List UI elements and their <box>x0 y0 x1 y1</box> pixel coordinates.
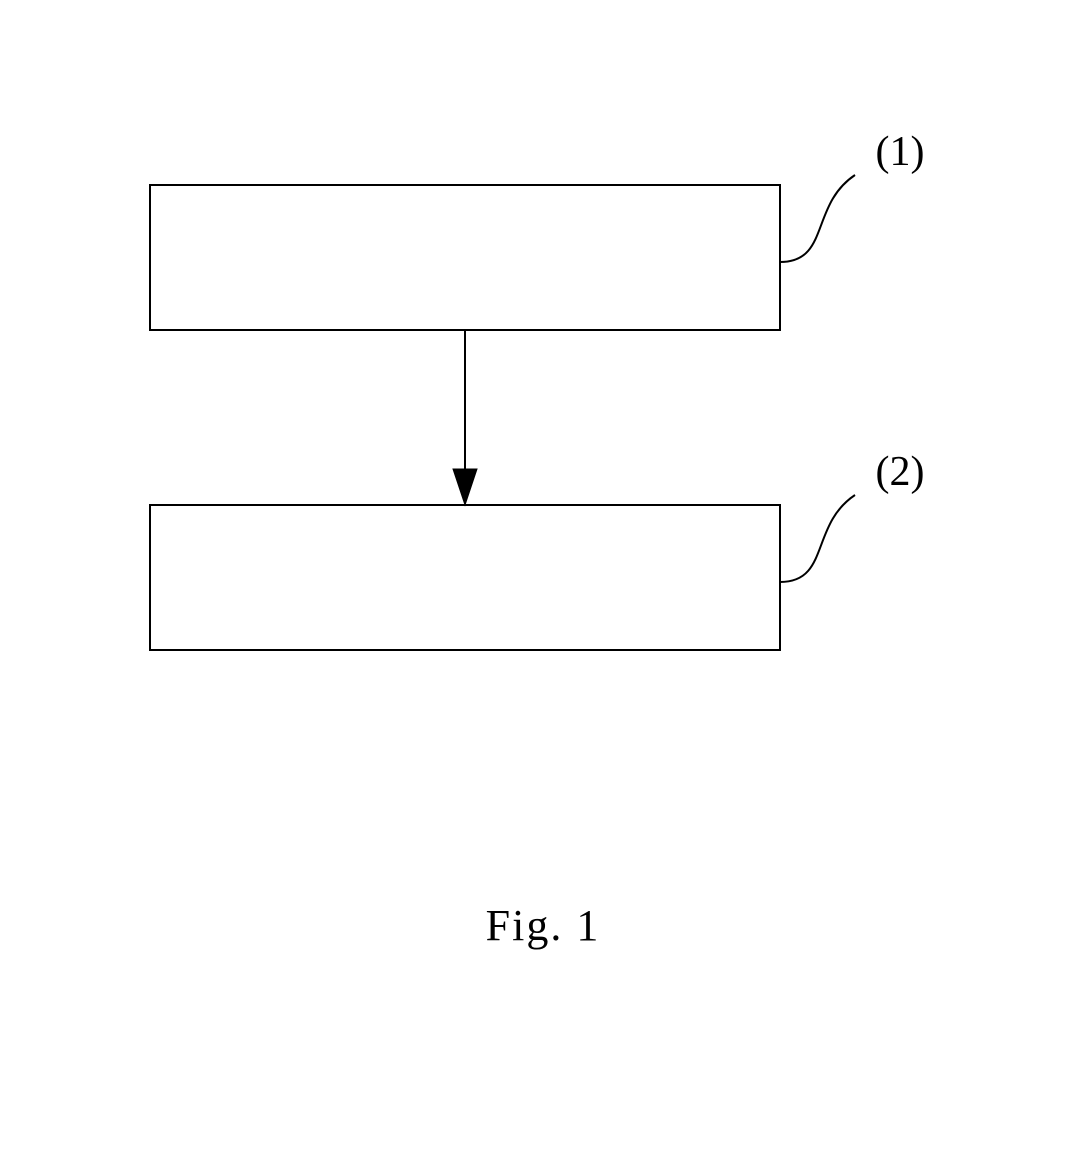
figure-caption: Fig. 1 <box>486 901 601 950</box>
edge-1-to-2-arrowhead <box>453 469 477 505</box>
node-label-2: (2) <box>876 449 925 495</box>
flowchart-diagram: (1) (2) Fig. 1 <box>0 0 1086 1169</box>
node-box-2 <box>150 505 780 650</box>
node-label-1: (1) <box>876 129 925 175</box>
callout-connector-2 <box>780 495 855 582</box>
callout-connector-1 <box>780 175 855 262</box>
node-box-1 <box>150 185 780 330</box>
